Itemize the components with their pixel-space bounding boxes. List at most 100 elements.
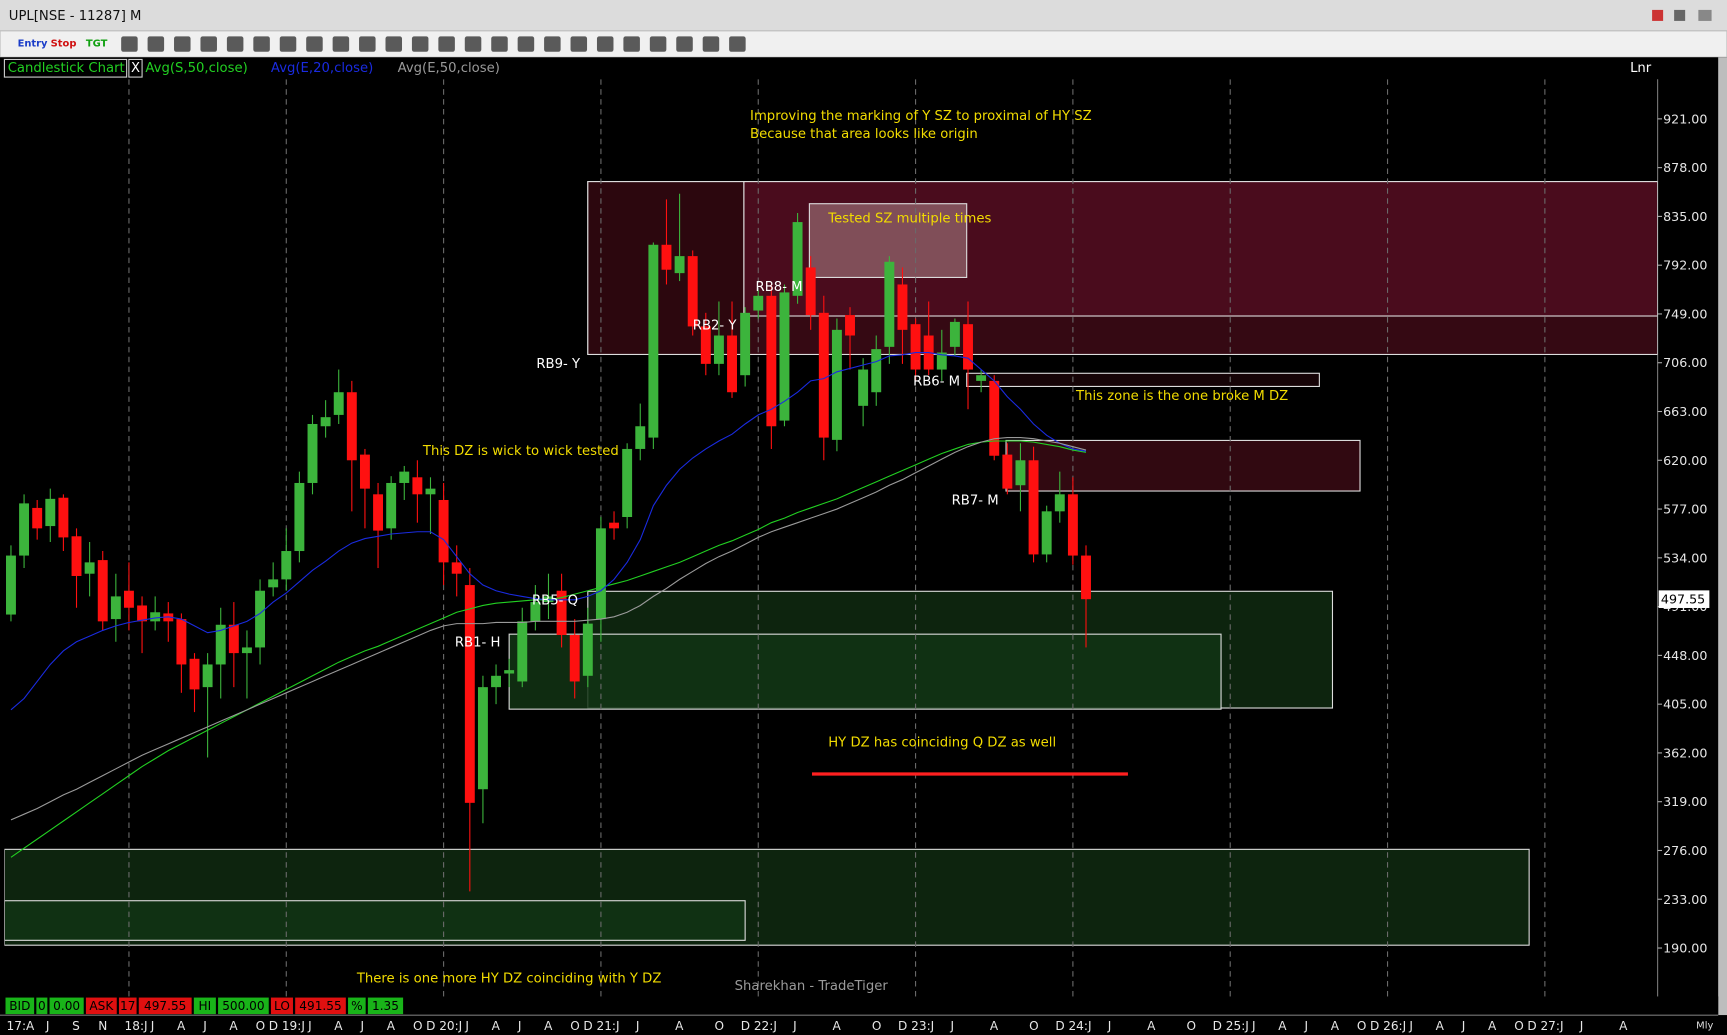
candle-body (674, 256, 685, 274)
candle-body (543, 596, 554, 603)
stop-button[interactable]: Stop (51, 39, 77, 50)
tool-icon[interactable] (544, 36, 561, 52)
tool-icon[interactable] (623, 36, 640, 52)
tool-icon[interactable] (253, 36, 270, 52)
x-tick-label: D (1055, 1019, 1064, 1033)
x-tick-label: O (1357, 1019, 1367, 1033)
y-tick-label: 319.00 (1663, 794, 1707, 809)
tool-icon[interactable] (411, 36, 429, 52)
x-tick-label: J (202, 1019, 207, 1033)
x-tick-label: A (177, 1019, 186, 1033)
scale-mode[interactable]: Lnr (1630, 61, 1652, 76)
x-tick-label: D (741, 1019, 750, 1033)
candle-body (97, 560, 108, 622)
candle-body (412, 477, 423, 495)
x-tick-label: O (256, 1019, 266, 1033)
window-icon[interactable] (1698, 9, 1712, 21)
annotation: RB6- M (913, 375, 960, 390)
x-tick-label: 19:J (282, 1019, 305, 1033)
x-tick-label: D (898, 1019, 907, 1033)
tool-icon[interactable] (385, 36, 403, 52)
tgt-button[interactable]: TGT (86, 39, 108, 50)
status-cell (193, 997, 216, 1015)
tool-icon[interactable] (200, 36, 217, 52)
tool-icon[interactable] (649, 36, 667, 52)
status-cell (5, 997, 35, 1015)
status-cell (49, 997, 84, 1015)
toolbar-icons (121, 36, 746, 52)
status-cell (85, 997, 117, 1015)
x-tick-label: A (833, 1019, 842, 1033)
annotation: Tested SZ multiple times (827, 212, 991, 227)
candle-body (320, 417, 331, 427)
candle-body (884, 261, 895, 347)
candle-body (176, 619, 187, 665)
window-icon[interactable] (1674, 9, 1686, 21)
tool-icon[interactable] (676, 36, 693, 52)
tool-icon[interactable] (570, 36, 588, 52)
x-axis (0, 1015, 1727, 1035)
candle-body (215, 624, 226, 665)
candle-body (189, 658, 200, 690)
candle-body (753, 295, 764, 311)
tool-icon[interactable] (174, 36, 191, 52)
scrollbar[interactable] (1718, 57, 1727, 1016)
x-tick-label: A (229, 1019, 238, 1033)
tool-icon[interactable] (491, 36, 508, 52)
tool-icon[interactable] (702, 36, 720, 52)
status-text: BID (9, 999, 30, 1013)
x-tick-label: J (1408, 1019, 1413, 1033)
annotation: HY DZ has coinciding Q DZ as well (828, 736, 1056, 751)
tool-icon[interactable] (279, 36, 297, 52)
y-tick-label: 878.00 (1663, 160, 1707, 175)
chart-type-box (3, 58, 128, 78)
window-icon[interactable] (1652, 9, 1664, 21)
tool-icon[interactable] (147, 36, 165, 52)
status-text: 500.00 (222, 999, 264, 1013)
candle-body (491, 675, 501, 688)
x-tick-label: A (1619, 1019, 1628, 1033)
x-tick-label: D (1527, 1019, 1536, 1033)
tool-icon[interactable] (729, 36, 746, 52)
x-tick-label: J (1579, 1019, 1584, 1033)
x-tick-label: J (949, 1019, 954, 1033)
candle-body (163, 613, 174, 622)
y-tick-label: 190.00 (1663, 941, 1707, 956)
annotation: RB8- M (756, 280, 803, 295)
tool-icon[interactable] (438, 36, 455, 52)
watermark: Sharekhan - TradeTiger (735, 979, 889, 994)
x-tick-label: 27:J (1540, 1019, 1563, 1033)
x-tick-label: N (98, 1019, 107, 1033)
tool-icon[interactable] (359, 36, 376, 52)
x-tick-label: D (426, 1019, 435, 1033)
candle-body (268, 579, 279, 588)
status-text: 17 (120, 999, 135, 1013)
candle-body (976, 375, 987, 381)
x-tick-label: 18:J (125, 1019, 148, 1033)
tool-icon[interactable] (306, 36, 323, 52)
x-tick-label: A (1278, 1019, 1287, 1033)
tool-icon[interactable] (332, 36, 350, 52)
tool-icon[interactable] (121, 36, 138, 52)
status-text: LO (274, 999, 290, 1013)
x-tick-label: J (307, 1019, 312, 1033)
x-tick-label: 23:J (911, 1019, 934, 1033)
legend-entry: Avg(S,50,close) (145, 61, 247, 76)
tool-icon[interactable] (517, 36, 535, 52)
chart-type[interactable]: Candlestick Chart (8, 61, 125, 76)
close-box (128, 58, 143, 78)
candle-body (831, 329, 842, 440)
y-tick-label: 534.00 (1663, 550, 1707, 565)
entry-button[interactable]: Entry (18, 39, 48, 50)
tool-icon[interactable] (596, 36, 614, 52)
candle-body (910, 324, 921, 370)
x-tick-label: 24:J (1068, 1019, 1091, 1033)
close-legend[interactable]: X (131, 61, 140, 76)
candle-body (228, 624, 239, 654)
x-tick-label: A (1436, 1019, 1445, 1033)
x-tick-label: A (1147, 1019, 1156, 1033)
tool-icon[interactable] (226, 36, 244, 52)
tool-icon[interactable] (464, 36, 482, 52)
period-label: Mly (1696, 1021, 1713, 1032)
